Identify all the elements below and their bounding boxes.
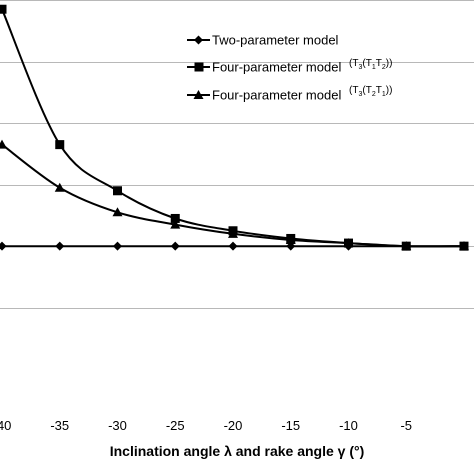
- legend-annotation: (T3(T1T2)): [349, 58, 392, 71]
- x-tick-label: -25: [166, 418, 185, 433]
- legend-annotation: (T3(T2T1)): [349, 85, 392, 98]
- triangle-marker: [459, 241, 469, 251]
- triangle-marker: [401, 241, 412, 251]
- legend-item-two-parameter: Two-parameter model: [187, 33, 339, 48]
- legend-label: Four-parameter model: [212, 88, 341, 103]
- square-marker: [55, 140, 65, 150]
- x-tick-label: -5: [400, 418, 412, 433]
- x-axis-ticks: -40 -35 -30 -25 -20 -15 -10 -5: [0, 418, 412, 433]
- diamond-marker: [0, 241, 7, 251]
- triangle-marker: [112, 207, 123, 217]
- legend-diamond-marker: [194, 35, 203, 45]
- x-tick-label: -40: [0, 418, 11, 433]
- x-axis-title: Inclination angle λ and rake angle γ (°): [110, 443, 365, 459]
- x-tick-label: -35: [50, 418, 69, 433]
- triangle-marker: [54, 182, 65, 192]
- legend-square-marker: [194, 62, 204, 72]
- legend: Two-parameter model Four-parameter model…: [187, 33, 392, 103]
- x-tick-label: -15: [281, 418, 300, 433]
- x-tick-label: -20: [224, 418, 243, 433]
- square-marker: [170, 213, 180, 223]
- triangle-marker: [170, 219, 181, 229]
- triangle-marker: [0, 139, 7, 149]
- x-tick-label: -30: [108, 418, 127, 433]
- legend-label: Two-parameter model: [212, 33, 339, 48]
- legend-label: Four-parameter model: [212, 60, 341, 75]
- triangle-marker: [343, 238, 354, 248]
- legend-item-four-parameter-t2t1: Four-parameter model (T3(T2T1)): [187, 85, 392, 103]
- diamond-marker: [113, 241, 122, 251]
- legend-triangle-marker: [193, 90, 204, 99]
- square-marker: [0, 4, 7, 14]
- series-group: [0, 4, 469, 251]
- legend-item-four-parameter-t1t2: Four-parameter model (T3(T1T2)): [187, 58, 392, 75]
- x-tick-label: -10: [339, 418, 358, 433]
- diamond-marker: [55, 241, 65, 251]
- series-3: [0, 139, 469, 251]
- square-marker: [113, 186, 122, 196]
- diamond-marker: [228, 241, 238, 251]
- triangle-marker: [285, 235, 296, 244]
- triangle-marker: [228, 228, 238, 238]
- diamond-marker: [170, 241, 180, 251]
